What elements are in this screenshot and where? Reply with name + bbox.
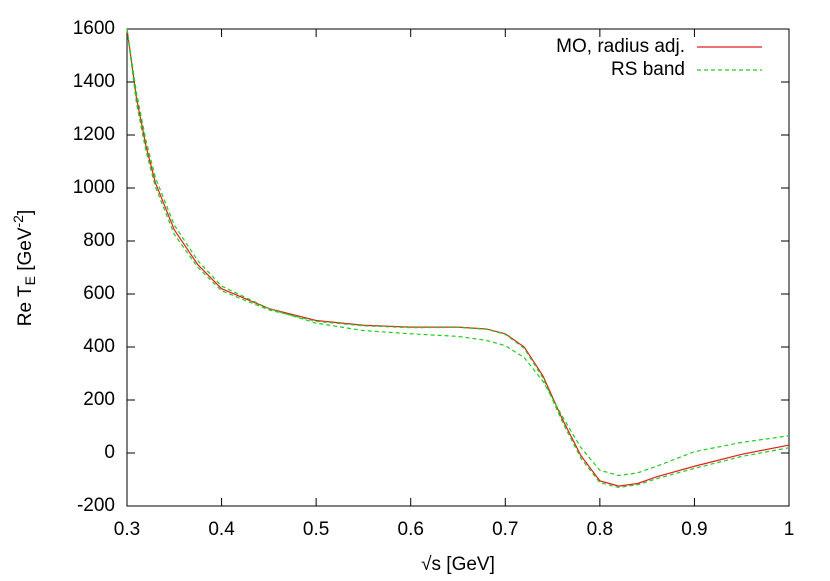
x-tick-label: 0.3 <box>114 519 140 540</box>
y-label-mid: [GeV <box>15 227 36 276</box>
y-tick-label: 800 <box>83 230 115 251</box>
x-tick-label: 0.8 <box>587 519 613 540</box>
legend-label: RS band <box>611 59 685 80</box>
y-label-end: ] <box>15 210 36 215</box>
legend-label: MO, radius adj. <box>556 36 685 57</box>
y-tick-label: 1600 <box>73 18 115 39</box>
y-tick-label: -200 <box>77 495 115 516</box>
x-tick-label: 1 <box>784 519 795 540</box>
y-tick-label: 1200 <box>73 124 115 145</box>
series-line <box>126 28 790 477</box>
x-tick-label: 0.4 <box>208 519 235 540</box>
y-tick-label: 600 <box>83 283 115 304</box>
y-label-sup: -2 <box>10 215 26 228</box>
series-line <box>126 28 790 487</box>
x-tick-label: 0.7 <box>492 519 518 540</box>
y-tick-label: 0 <box>104 442 115 463</box>
series-line <box>126 28 790 489</box>
x-tick-label: 0.6 <box>398 519 424 540</box>
y-axis-label: Re TE [GeV-2] <box>10 210 38 327</box>
x-tick-label: 0.5 <box>303 519 329 540</box>
y-tick-label: 1400 <box>73 71 115 92</box>
y-label-sub: E <box>22 276 38 285</box>
x-axis-label: √s [GeV] <box>421 554 495 575</box>
y-tick-label: 1000 <box>73 177 115 198</box>
y-tick-label: 200 <box>83 389 115 410</box>
plot-frame <box>126 28 790 507</box>
y-tick-label: 400 <box>83 336 115 357</box>
x-tick-label: 0.9 <box>681 519 707 540</box>
y-label-text: Re T <box>15 285 36 326</box>
